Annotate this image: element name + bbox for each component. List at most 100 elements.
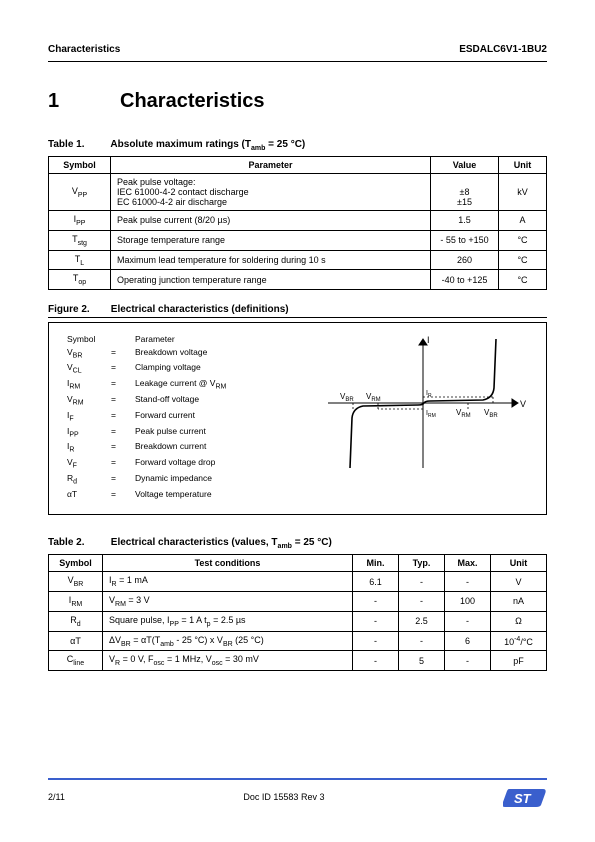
figure2-caption-label: Figure 2.: [48, 304, 108, 315]
th-max: Max.: [445, 555, 491, 572]
figure2-box: Symbol Parameter VBR=Breakdown voltage V…: [48, 322, 547, 515]
th-unit: Unit: [491, 555, 547, 572]
cell-max: -: [445, 651, 491, 671]
cell-symbol: IPP: [49, 211, 111, 231]
cell-min: -: [353, 651, 399, 671]
cell-typ: -: [399, 572, 445, 592]
cell-value: 260: [431, 250, 499, 270]
header-left: Characteristics: [48, 44, 120, 55]
table-row: VPP Peak pulse voltage: IEC 61000-4-2 co…: [49, 174, 547, 211]
section-number: 1: [48, 90, 120, 113]
cell-unit: kV: [499, 174, 547, 211]
vrm-right-label: VRM: [456, 408, 471, 419]
cell-conditions: Square pulse, IPP = 1 A tp = 2.5 µs: [103, 611, 353, 631]
cell-parameter: Operating junction temperature range: [111, 270, 431, 290]
cell-parameter: Storage temperature range: [111, 230, 431, 250]
cell-symbol: TL: [49, 250, 111, 270]
definition-row: VRM=Stand-off voltage: [67, 393, 318, 409]
th-symbol: Symbol: [49, 157, 111, 174]
cell-typ: 2.5: [399, 611, 445, 631]
table-row: IPP Peak pulse current (8/20 µs) 1.5 A: [49, 211, 547, 231]
table1-caption: Table 1. Absolute maximum ratings (Tamb …: [48, 139, 547, 152]
table-row: Symbol Parameter Value Unit: [49, 157, 547, 174]
iv-curve-diagram: I V VBR VRM VRM VBR IR IRM: [318, 333, 528, 500]
cell-symbol: Cline: [49, 651, 103, 671]
cell-symbol: VBR: [49, 572, 103, 592]
cell-max: 6: [445, 631, 491, 651]
cell-unit: °C: [499, 270, 547, 290]
cell-max: -: [445, 611, 491, 631]
svg-text:ST: ST: [514, 791, 532, 806]
irm-label: IRM: [426, 410, 436, 419]
section-heading: 1 Characteristics: [48, 90, 547, 113]
th-conditions: Test conditions: [103, 555, 353, 572]
vbr-right-label: VBR: [484, 408, 498, 419]
table-row: TL Maximum lead temperature for solderin…: [49, 250, 547, 270]
th-typ: Typ.: [399, 555, 445, 572]
th-parameter: Parameter: [111, 157, 431, 174]
page-number: 2/11: [48, 792, 65, 802]
definition-row: IPP=Peak pulse current: [67, 425, 318, 441]
cell-unit: pF: [491, 651, 547, 671]
cell-typ: -: [399, 592, 445, 612]
cell-typ: 5: [399, 651, 445, 671]
cell-symbol: IRM: [49, 592, 103, 612]
cell-unit: A: [499, 211, 547, 231]
figure2-caption: Figure 2. Electrical characteristics (de…: [48, 304, 547, 318]
table1: Symbol Parameter Value Unit VPP Peak pul…: [48, 156, 547, 290]
definition-row: Rd=Dynamic impedance: [67, 472, 318, 488]
figure2-caption-text: Electrical characteristics (definitions): [111, 304, 289, 315]
cell-conditions: IR = 1 mA: [103, 572, 353, 592]
cell-unit: V: [491, 572, 547, 592]
definition-row: VF=Forward voltage drop: [67, 456, 318, 472]
table1-caption-label: Table 1.: [48, 139, 108, 150]
definition-row: IR=Breakdown current: [67, 440, 318, 456]
cell-min: -: [353, 592, 399, 612]
vrm-left-label: VRM: [366, 392, 381, 403]
table-row: Top Operating junction temperature range…: [49, 270, 547, 290]
cell-value: ±8±15: [431, 174, 499, 211]
cell-symbol: Rd: [49, 611, 103, 631]
table1-caption-text: Absolute maximum ratings (Tamb = 25 °C): [110, 139, 305, 150]
table-row: VBR IR = 1 mA 6.1 - - V: [49, 572, 547, 592]
definition-row: IRM=Leakage current @ VRM: [67, 377, 318, 393]
table2-caption: Table 2. Electrical characteristics (val…: [48, 537, 547, 550]
st-logo-icon: ST: [503, 786, 547, 808]
cell-min: -: [353, 611, 399, 631]
table2-caption-text: Electrical characteristics (values, Tamb…: [111, 537, 332, 548]
cell-typ: -: [399, 631, 445, 651]
th-min: Min.: [353, 555, 399, 572]
th-value: Value: [431, 157, 499, 174]
page: Characteristics ESDALC6V1-1BU2 1 Charact…: [0, 0, 595, 671]
definition-row: VBR=Breakdown voltage: [67, 346, 318, 362]
cell-symbol: αT: [49, 631, 103, 651]
cell-symbol: Tstg: [49, 230, 111, 250]
table-row: Symbol Test conditions Min. Typ. Max. Un…: [49, 555, 547, 572]
table-row: Cline VR = 0 V, Fosc = 1 MHz, Vosc = 30 …: [49, 651, 547, 671]
table-row: αT ΔVBR = αT(Tamb - 25 °C) x VBR (25 °C)…: [49, 631, 547, 651]
axis-i-label: I: [427, 335, 430, 345]
cell-unit: °C: [499, 230, 547, 250]
cell-symbol: VPP: [49, 174, 111, 211]
ir-label: IR: [426, 390, 432, 399]
header-right: ESDALC6V1-1BU2: [459, 44, 547, 55]
cell-max: -: [445, 572, 491, 592]
cell-parameter: Peak pulse voltage: IEC 61000-4-2 contac…: [111, 174, 431, 211]
cell-min: 6.1: [353, 572, 399, 592]
table-row: Tstg Storage temperature range - 55 to +…: [49, 230, 547, 250]
cell-parameter: Peak pulse current (8/20 µs): [111, 211, 431, 231]
th-unit: Unit: [499, 157, 547, 174]
cell-conditions: VR = 0 V, Fosc = 1 MHz, Vosc = 30 mV: [103, 651, 353, 671]
table-row: Rd Square pulse, IPP = 1 A tp = 2.5 µs -…: [49, 611, 547, 631]
cell-value: - 55 to +150: [431, 230, 499, 250]
cell-value: -40 to +125: [431, 270, 499, 290]
axis-v-label: V: [520, 399, 526, 409]
cell-unit: Ω: [491, 611, 547, 631]
cell-min: -: [353, 631, 399, 651]
th-symbol: Symbol: [49, 555, 103, 572]
cell-conditions: VRM = 3 V: [103, 592, 353, 612]
cell-max: 100: [445, 592, 491, 612]
vbr-left-label: VBR: [340, 392, 354, 403]
definition-row: VCL=Clamping voltage: [67, 361, 318, 377]
definitions-list: Symbol Parameter VBR=Breakdown voltage V…: [67, 333, 318, 500]
